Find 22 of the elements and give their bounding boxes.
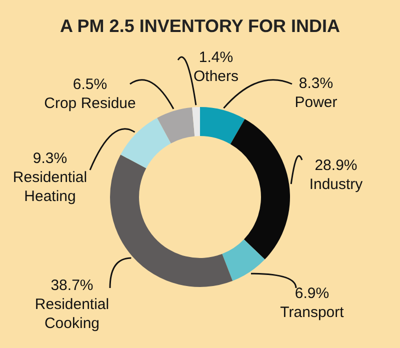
donut-slice xyxy=(120,118,171,168)
donut-slice xyxy=(110,154,233,287)
data-label: 28.9% xyxy=(314,157,358,174)
donut-slice xyxy=(157,107,195,144)
slice-label: Transport xyxy=(280,304,345,321)
donut-slice xyxy=(200,107,245,144)
donut-slice xyxy=(192,107,200,136)
data-label: 6.9% xyxy=(294,285,330,302)
data-label: 9.3% xyxy=(32,150,68,167)
slice-label: Others xyxy=(193,68,239,85)
data-label: 6.5% xyxy=(72,76,108,93)
data-label: 38.7% xyxy=(50,277,94,294)
slice-label: Power xyxy=(294,94,338,111)
donut-slice xyxy=(222,239,265,281)
donut-slice xyxy=(230,118,290,260)
chart-title: A PM 2.5 INVENTORY FOR INDIA xyxy=(60,16,340,36)
slice-label: Crop Residue xyxy=(44,95,136,112)
slice-label: Residential Heating xyxy=(12,169,88,205)
data-label: 8.3% xyxy=(298,75,334,92)
slice-label: Industry xyxy=(309,176,364,193)
data-label: 1.4% xyxy=(198,49,234,66)
slice-label: Residential Cooking xyxy=(34,296,110,332)
